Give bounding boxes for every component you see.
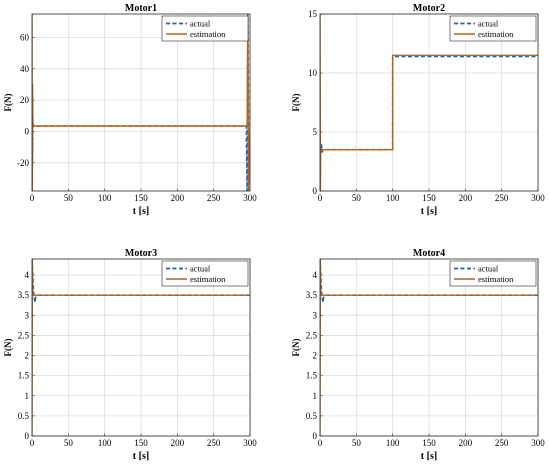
x-tick-label: 0 <box>30 438 35 448</box>
y-tick-label: 3 <box>313 310 318 320</box>
x-tick-label: 150 <box>422 193 436 203</box>
x-tick-label: 300 <box>243 193 257 203</box>
y-tick-label: 15 <box>308 9 318 19</box>
axes-frame <box>31 258 251 437</box>
axes-frame <box>319 258 539 437</box>
x-tick-label: 50 <box>64 438 74 448</box>
axes-frame <box>319 13 539 192</box>
y-tick-label: 3 <box>25 310 30 320</box>
axes-frame <box>31 13 251 192</box>
y-tick-label: 1 <box>25 391 30 401</box>
y-tick-label: 0.5 <box>18 411 30 421</box>
y-tick-label: 20 <box>20 95 30 105</box>
series-line-actual <box>32 259 250 304</box>
y-tick-label: 0.5 <box>306 411 318 421</box>
x-tick-label: 200 <box>171 193 185 203</box>
chart-title: Motor3 <box>125 248 157 259</box>
y-axis-label: F(N) <box>291 94 301 112</box>
legend-label-estimation: estimation <box>190 274 226 284</box>
x-tick-label: 150 <box>134 438 148 448</box>
legend-label-actual: actual <box>190 264 211 274</box>
x-tick-label: 150 <box>134 193 148 203</box>
y-tick-label: 4 <box>25 270 30 280</box>
legend-box <box>449 260 537 287</box>
y-tick-label: 2 <box>25 351 30 361</box>
x-tick-label: 200 <box>171 438 185 448</box>
y-tick-label: 2.5 <box>306 330 318 340</box>
x-tick-label: 0 <box>318 193 323 203</box>
legend-label-actual: actual <box>478 19 499 29</box>
legend-label-estimation: estimation <box>478 274 514 284</box>
legend-label-actual: actual <box>478 264 499 274</box>
series-line-estimation <box>320 14 538 191</box>
chart-2: 0 50 100 150 200 250 300 0 5 10 15 Motor2 t [s] F(N) a… <box>291 3 545 217</box>
x-tick-label: 50 <box>352 193 362 203</box>
y-tick-label: 1 <box>313 391 318 401</box>
y-tick-label: 3.5 <box>306 290 318 300</box>
x-tick-label: 250 <box>495 193 509 203</box>
x-axis-label: t [s] <box>133 206 149 217</box>
legend-label-estimation: estimation <box>190 29 226 39</box>
y-tick-label: 5 <box>313 127 318 137</box>
y-tick-label: -20 <box>17 158 29 168</box>
x-tick-label: 100 <box>98 193 112 203</box>
y-tick-label: 4 <box>313 270 318 280</box>
x-tick-label: 100 <box>386 438 400 448</box>
y-axis-label: F(N) <box>3 339 13 357</box>
legend-box <box>161 260 249 287</box>
y-tick-label: 2.5 <box>18 330 30 340</box>
y-tick-label: 2 <box>313 351 318 361</box>
x-tick-label: 250 <box>207 438 221 448</box>
y-tick-label: 40 <box>20 64 30 74</box>
y-tick-label: 1.5 <box>306 371 318 381</box>
series-line-actual <box>320 259 538 304</box>
series-group <box>320 14 538 191</box>
y-axis-label: F(N) <box>291 339 301 357</box>
chart-4: 0 50 100 150 200 250 300 0 0.5 1 1.5 2 2.5 3 3.5 4 Motor… <box>291 248 545 462</box>
legend-label-actual: actual <box>190 19 211 29</box>
y-tick-label: 60 <box>20 32 30 42</box>
x-tick-label: 300 <box>531 438 545 448</box>
x-tick-label: 300 <box>531 193 545 203</box>
y-tick-label: 0 <box>25 126 30 136</box>
x-tick-label: 100 <box>386 193 400 203</box>
x-tick-label: 0 <box>30 193 35 203</box>
x-tick-label: 150 <box>422 438 436 448</box>
x-tick-label: 250 <box>207 193 221 203</box>
legend-label-estimation: estimation <box>478 29 514 39</box>
legend-box <box>161 15 249 42</box>
x-tick-label: 200 <box>459 438 473 448</box>
x-tick-label: 200 <box>459 193 473 203</box>
y-tick-label: 1.5 <box>18 371 30 381</box>
chart-3: 0 50 100 150 200 250 300 0 0.5 1 1.5 2 2.5 3 3.5 4 Motor… <box>3 248 257 462</box>
x-axis-label: t [s] <box>421 451 437 462</box>
y-tick-label: 3.5 <box>18 290 30 300</box>
x-tick-label: 50 <box>352 438 362 448</box>
chart-title: Motor1 <box>125 3 157 14</box>
x-tick-label: 100 <box>98 438 112 448</box>
y-tick-label: 0 <box>25 431 30 441</box>
y-tick-label: 0 <box>313 431 318 441</box>
x-tick-label: 50 <box>64 193 74 203</box>
x-axis-label: t [s] <box>133 451 149 462</box>
chart-title: Motor2 <box>413 3 445 14</box>
chart-title: Motor4 <box>413 248 445 259</box>
x-tick-label: 250 <box>495 438 509 448</box>
legend-box <box>449 15 537 42</box>
chart-1: 0 50 100 150 200 250 300 -20 0 20 40 60 Motor1 t [s] F… <box>3 3 257 217</box>
y-tick-label: 0 <box>313 186 318 196</box>
y-tick-label: 10 <box>308 68 318 78</box>
x-tick-label: 0 <box>318 438 323 448</box>
y-axis-label: F(N) <box>3 94 13 112</box>
x-axis-label: t [s] <box>421 206 437 217</box>
x-tick-label: 300 <box>243 438 257 448</box>
